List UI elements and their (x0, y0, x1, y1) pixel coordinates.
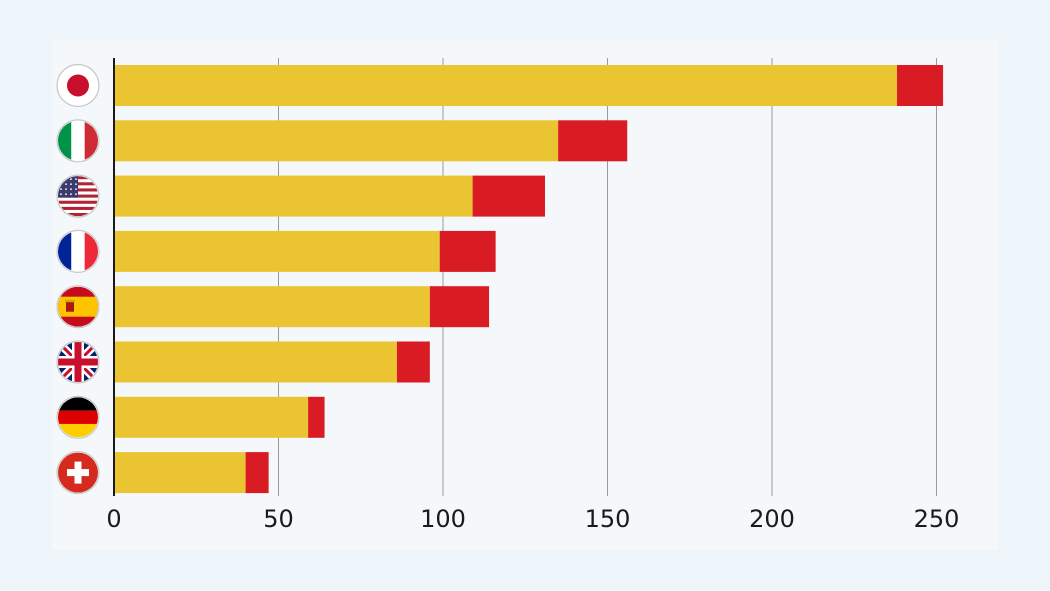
bar-switzerland-segment-1 (114, 452, 246, 494)
bar-united-states-segment-1 (114, 175, 473, 217)
bar-germany-segment-2 (308, 396, 325, 438)
bar-france-segment-1 (114, 230, 440, 272)
flag-italy-icon (56, 119, 100, 163)
bars (114, 65, 944, 494)
x-tick-labels: 0 50 100 150 200 250 (106, 505, 959, 533)
flag-border (56, 285, 100, 329)
flag-japan-icon (56, 63, 100, 108)
bar-japan-segment-2 (897, 65, 944, 106)
flag-switzerland-icon (56, 451, 100, 495)
bar-italy-segment-1 (114, 120, 559, 162)
flag-germany-icon (56, 395, 100, 439)
bar-japan-segment-1 (114, 65, 898, 106)
bar-france-segment-2 (439, 230, 496, 272)
x-tick-label: 250 (914, 505, 960, 533)
flag-border (56, 229, 100, 273)
flag-border (56, 63, 100, 108)
bar-spain-segment-2 (429, 286, 490, 328)
flag-icons (56, 63, 100, 495)
bar-italy-segment-2 (558, 120, 628, 162)
flag-spain-icon (56, 285, 100, 329)
bar-spain-segment-1 (114, 286, 430, 328)
x-tick-label: 100 (420, 505, 466, 533)
x-tick-label: 0 (106, 505, 121, 533)
bar-united-states-segment-2 (472, 175, 545, 217)
flag-border (56, 174, 100, 218)
x-tick-label: 150 (585, 505, 631, 533)
flag-france-icon (56, 229, 100, 273)
flag-usa-icon (56, 174, 100, 218)
bar-germany-segment-1 (114, 396, 309, 438)
flag-border (56, 119, 100, 163)
x-tick-label: 200 (749, 505, 795, 533)
bar-switzerland-segment-2 (245, 452, 269, 494)
flag-border (56, 451, 100, 495)
flag-uk-icon (56, 340, 100, 384)
bar-united-kingdom-segment-2 (396, 341, 430, 383)
x-tick-label: 50 (263, 505, 294, 533)
bar-united-kingdom-segment-1 (114, 341, 397, 383)
flag-border (56, 395, 100, 439)
flag-border (56, 340, 100, 384)
